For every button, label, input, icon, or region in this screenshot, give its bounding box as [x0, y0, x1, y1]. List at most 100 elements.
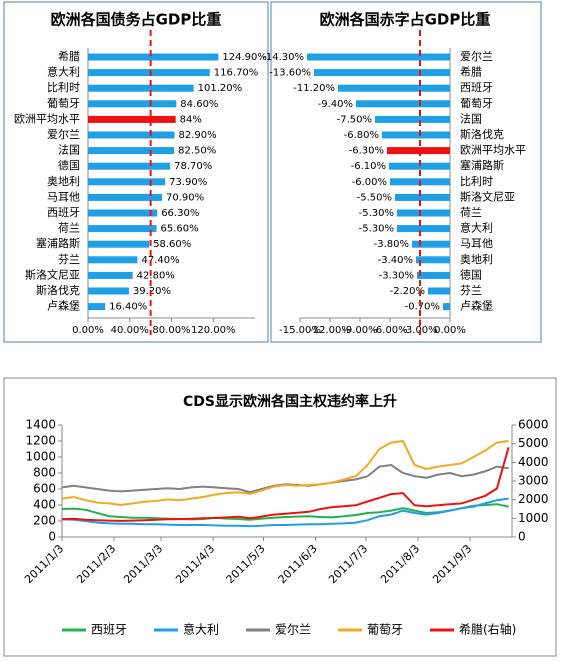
category-label: 比利时	[47, 81, 80, 94]
value-label: 47.40%	[141, 255, 179, 266]
bar	[417, 271, 450, 279]
x-tick-label: 2011/9/3	[430, 542, 474, 586]
x-tick-label: 2011/1/3	[22, 542, 66, 586]
bar	[416, 256, 450, 264]
x-tick-label: 2011/8/3	[378, 542, 422, 586]
category-label: 塞浦路斯	[460, 158, 504, 172]
legend-label: 西班牙	[91, 623, 127, 637]
value-label: 42.80%	[137, 270, 175, 281]
category-label: 法国	[460, 111, 482, 125]
value-label: 39.20%	[133, 286, 171, 297]
category-label: 意大利	[47, 65, 80, 79]
category-label: 斯洛文尼亚	[25, 267, 80, 281]
value-label: -9.40%	[318, 99, 353, 110]
bar	[428, 287, 450, 295]
y-tick-label: 1200	[25, 434, 56, 448]
bar	[88, 69, 210, 77]
category-label: 比利时	[460, 175, 493, 188]
bar	[397, 225, 450, 233]
category-label: 法国	[58, 143, 80, 157]
series-line	[61, 447, 510, 522]
category-label: 希腊	[460, 65, 482, 79]
value-label: -0.70%	[405, 302, 440, 313]
chart-title: CDS显示欧洲各国主权违约率上升	[183, 393, 397, 410]
bar	[387, 147, 450, 155]
value-label: 101.20%	[198, 83, 243, 94]
bar	[443, 303, 450, 311]
value-label: 66.30%	[161, 208, 199, 219]
bar	[88, 209, 158, 217]
legend-label: 爱尔兰	[275, 622, 311, 637]
category-label: 意大利	[460, 221, 493, 235]
x-tick-label: 2011/2/3	[74, 542, 118, 586]
bar	[88, 100, 177, 108]
category-label: 斯洛伐克	[36, 283, 80, 297]
x-tick-label: 2011/4/3	[173, 542, 217, 586]
bar	[88, 131, 175, 139]
bar	[88, 147, 175, 155]
value-label: 70.90%	[166, 192, 204, 203]
value-label: 84%	[180, 114, 202, 125]
bar	[314, 69, 450, 77]
x-tick-label: 2011/3/3	[121, 542, 165, 586]
y2-tick-label: 3000	[518, 474, 549, 488]
category-label: 荷兰	[460, 206, 482, 219]
chart-title: 欧洲各国赤字占GDP比重	[320, 11, 491, 29]
category-label: 西班牙	[47, 206, 80, 219]
category-label: 西班牙	[460, 81, 493, 94]
y-tick-label: 1400	[25, 418, 56, 432]
category-label: 德国	[460, 267, 482, 281]
bar	[88, 115, 176, 123]
value-label: -7.50%	[337, 114, 372, 125]
bar	[307, 53, 450, 61]
value-label: -5.30%	[359, 224, 394, 235]
series-line	[61, 463, 509, 494]
bar	[88, 240, 150, 248]
x-tick-label: 2011/6/3	[276, 542, 320, 586]
x-tick-label: -15.00%	[279, 325, 321, 336]
value-label: -14.30%	[262, 52, 304, 63]
x-tick-label: -9.00%	[342, 325, 377, 336]
x-tick-label: 0.00%	[434, 325, 466, 336]
value-label: -11.20%	[293, 83, 335, 94]
value-label: 78.70%	[174, 161, 212, 172]
bar	[88, 53, 219, 61]
y2-tick-label: 5000	[518, 436, 549, 450]
y2-tick-label: 2000	[518, 492, 549, 506]
category-label: 爱尔兰	[460, 50, 493, 63]
bar	[88, 256, 138, 264]
value-label: 82.90%	[179, 130, 217, 141]
category-label: 芬兰	[58, 253, 80, 266]
value-label: -5.30%	[359, 208, 394, 219]
series-line	[61, 497, 509, 528]
bar	[375, 115, 450, 123]
y2-tick-label: 6000	[518, 418, 549, 432]
category-label: 马耳他	[460, 237, 493, 250]
category-label: 奥地利	[460, 252, 493, 266]
bar	[88, 178, 166, 186]
series-line	[61, 503, 509, 521]
value-label: -6.80%	[344, 130, 379, 141]
value-label: -6.00%	[352, 177, 387, 188]
bar	[88, 162, 171, 170]
y2-tick-label: 0	[518, 530, 526, 544]
series-line	[61, 439, 509, 507]
x-tick-label: 0.00%	[72, 325, 104, 336]
bar	[338, 84, 450, 92]
category-label: 马耳他	[47, 190, 80, 203]
value-label: -6.10%	[351, 161, 386, 172]
value-label: 65.60%	[160, 224, 198, 235]
value-label: 82.50%	[178, 146, 216, 157]
category-label: 德国	[58, 158, 80, 172]
value-label: 58.60%	[153, 239, 191, 250]
category-label: 奥地利	[47, 174, 80, 188]
category-label: 欧洲平均水平	[14, 112, 80, 125]
y2-tick-label: 4000	[518, 455, 549, 469]
bar	[356, 100, 450, 108]
value-label: -13.60%	[269, 68, 311, 79]
deficit-frame	[270, 1, 542, 343]
bar	[395, 193, 450, 201]
x-tick-label: 120.00%	[191, 325, 236, 336]
value-label: 84.60%	[180, 99, 218, 110]
